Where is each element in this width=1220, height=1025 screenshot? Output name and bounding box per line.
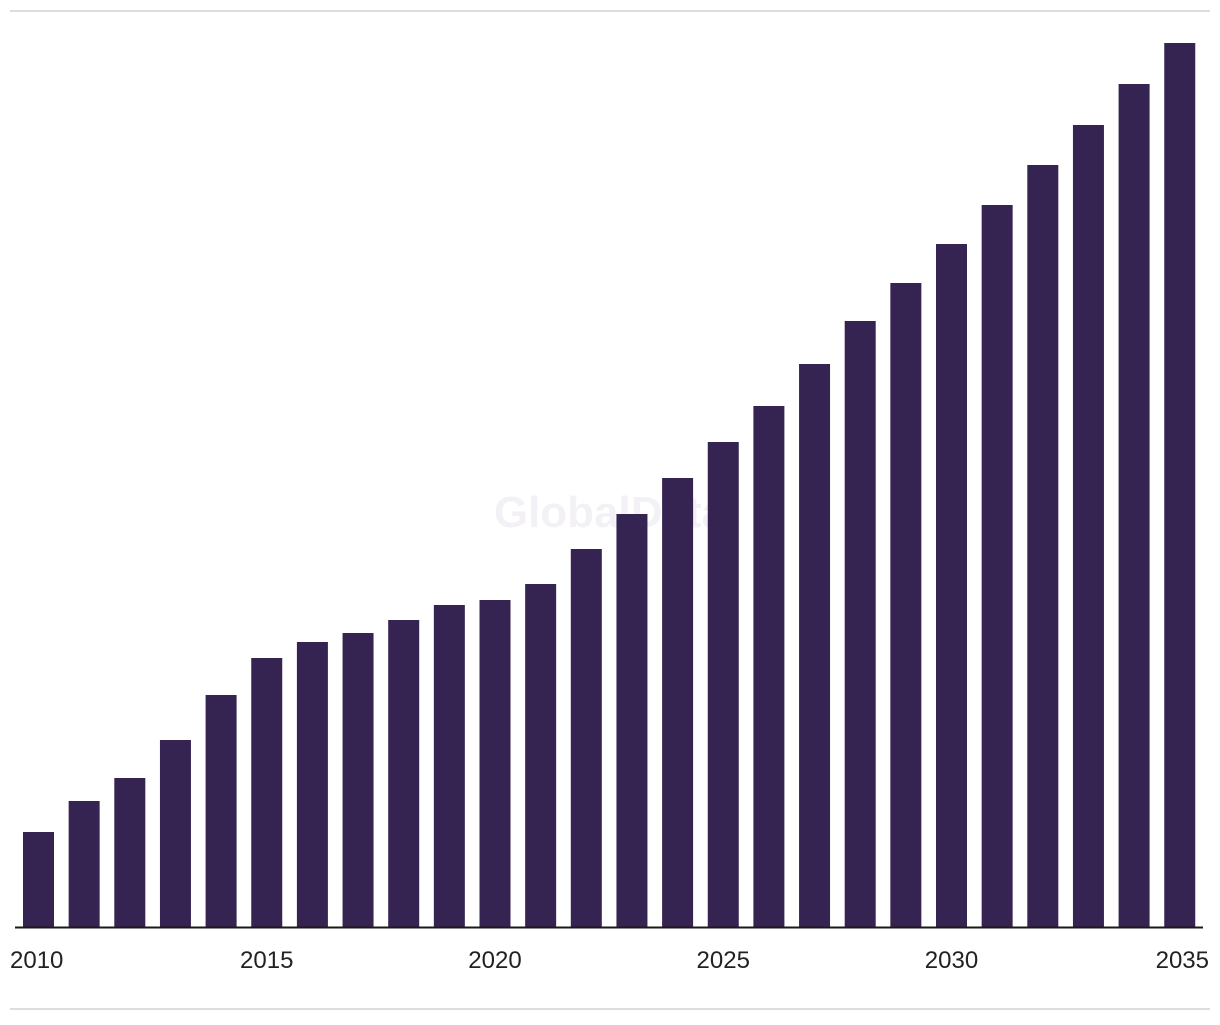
bar-2012 (114, 778, 146, 927)
bar-2031 (981, 205, 1013, 927)
bar-2026 (753, 406, 785, 927)
x-tick-label-2030: 2030 (925, 947, 978, 974)
bar-2011 (68, 801, 100, 927)
bar-2034 (1118, 84, 1150, 927)
bar-2032 (1027, 165, 1059, 927)
x-tick-label-2015: 2015 (240, 947, 293, 974)
x-tick-label-2025: 2025 (697, 947, 750, 974)
bar-2013 (159, 740, 191, 927)
bar-2028 (844, 321, 876, 927)
x-tick-label-2035: 2035 (1156, 947, 1209, 974)
bar-2022 (570, 549, 602, 927)
x-tick-label-2010: 2010 (10, 947, 63, 974)
x-tick-label-group: 2010 2015 2020 2025 2030 2035 (10, 947, 1209, 974)
bar-2035 (1164, 43, 1196, 927)
bar-2021 (525, 584, 557, 927)
bar-2010 (23, 832, 54, 927)
bar-2030 (936, 244, 967, 927)
x-tick-label-2020: 2020 (468, 947, 521, 974)
bar-group (23, 43, 1196, 927)
bar-2024 (662, 478, 694, 927)
bar-2016 (296, 642, 328, 927)
bar-2020 (479, 600, 511, 927)
bar-2025 (707, 442, 739, 927)
bar-2019 (433, 605, 465, 927)
bar-2027 (799, 364, 831, 927)
bar-2029 (890, 283, 922, 927)
bar-2015 (251, 658, 283, 927)
bar-2018 (388, 620, 420, 927)
bar-2014 (205, 695, 237, 927)
bar-2017 (342, 633, 374, 927)
bar-2023 (616, 514, 648, 927)
bar-2033 (1072, 125, 1104, 927)
